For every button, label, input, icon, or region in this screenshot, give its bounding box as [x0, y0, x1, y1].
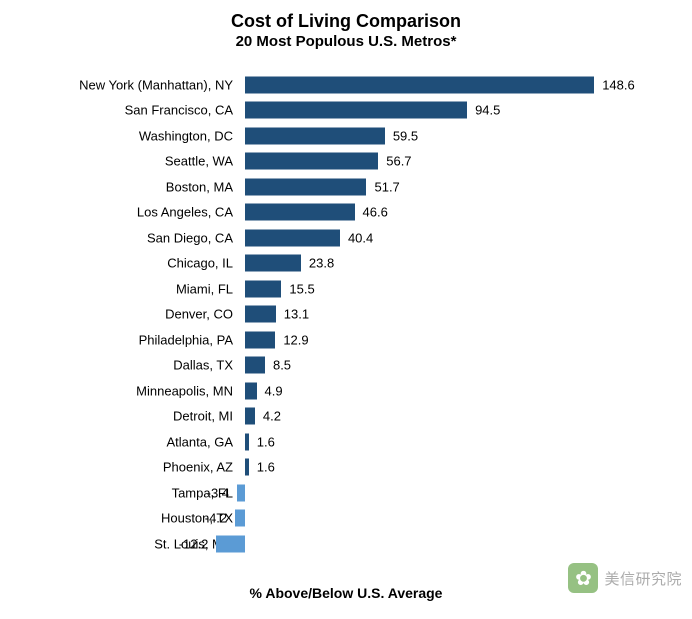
table-row: Washington, DC 59.5 — [0, 123, 692, 149]
category-label: Miami, FL — [176, 281, 233, 296]
value-label: 4.2 — [263, 409, 281, 424]
bar — [216, 535, 245, 552]
chart-container: Cost of Living Comparison 20 Most Populo… — [0, 0, 692, 619]
value-label: -12.2 — [179, 536, 209, 551]
table-row: Los Angeles, CA 46.6 — [0, 200, 692, 226]
chart-title: Cost of Living Comparison — [0, 10, 692, 33]
category-label: Philadelphia, PA — [139, 332, 233, 347]
bar — [245, 408, 255, 425]
category-label: Chicago, IL — [167, 256, 233, 271]
bar — [245, 459, 249, 476]
table-row: Dallas, TX 8.5 — [0, 353, 692, 379]
bar — [245, 153, 378, 170]
category-label: Washington, DC — [139, 128, 233, 143]
bar — [235, 510, 245, 527]
table-row: St. Louis, MO-12.2 — [0, 531, 692, 557]
table-row: Denver, CO 13.1 — [0, 302, 692, 328]
table-row: Philadelphia, PA 12.9 — [0, 327, 692, 353]
category-label: Atlanta, GA — [167, 434, 233, 449]
table-row: Minneapolis, MN 4.9 — [0, 378, 692, 404]
value-label: 40.4 — [348, 230, 373, 245]
value-label: 1.6 — [257, 434, 275, 449]
chart-subtitle: 20 Most Populous U.S. Metros* — [0, 33, 692, 52]
value-label: 23.8 — [309, 256, 334, 271]
value-label: 51.7 — [374, 179, 399, 194]
bar — [245, 178, 366, 195]
value-label: 94.5 — [475, 103, 500, 118]
watermark-text: 美信研究院 — [604, 568, 682, 589]
category-label: San Diego, CA — [147, 230, 233, 245]
table-row: Phoenix, AZ 1.6 — [0, 455, 692, 481]
value-label: -3.4 — [207, 485, 229, 500]
bar — [245, 204, 355, 221]
value-label: 56.7 — [386, 154, 411, 169]
table-row: San Francisco, CA 94.5 — [0, 98, 692, 124]
category-label: New York (Manhattan), NY — [79, 77, 233, 92]
watermark: ✿ 美信研究院 — [568, 563, 682, 593]
table-row: Tampa, FL-3.4 — [0, 480, 692, 506]
chart-titles: Cost of Living Comparison 20 Most Populo… — [0, 10, 692, 51]
table-row: Miami, FL 15.5 — [0, 276, 692, 302]
table-row: San Diego, CA 40.4 — [0, 225, 692, 251]
bar — [237, 484, 245, 501]
value-label: 13.1 — [284, 307, 309, 322]
category-label: Phoenix, AZ — [163, 460, 233, 475]
bar — [245, 306, 276, 323]
category-label: Seattle, WA — [165, 154, 233, 169]
category-label: Minneapolis, MN — [136, 383, 233, 398]
bar — [245, 255, 301, 272]
value-label: 15.5 — [289, 281, 314, 296]
table-row: Boston, MA 51.7 — [0, 174, 692, 200]
bar — [245, 76, 594, 93]
value-label: 4.9 — [265, 383, 283, 398]
value-label: 1.6 — [257, 460, 275, 475]
category-label: Dallas, TX — [173, 358, 233, 373]
category-label: Boston, MA — [166, 179, 233, 194]
table-row: Detroit, MI 4.2 — [0, 404, 692, 430]
table-row: Houston, TX-4.2 — [0, 506, 692, 532]
category-label: San Francisco, CA — [125, 103, 233, 118]
value-label: 8.5 — [273, 358, 291, 373]
bar — [245, 433, 249, 450]
bar — [245, 102, 467, 119]
value-label: -4.2 — [205, 511, 227, 526]
bar — [245, 357, 265, 374]
bar — [245, 229, 340, 246]
table-row: Chicago, IL 23.8 — [0, 251, 692, 277]
bar — [245, 331, 275, 348]
value-label: 12.9 — [283, 332, 308, 347]
table-row: Atlanta, GA 1.6 — [0, 429, 692, 455]
category-label: Detroit, MI — [173, 409, 233, 424]
bar — [245, 127, 385, 144]
category-label: Los Angeles, CA — [137, 205, 233, 220]
bar — [245, 280, 281, 297]
value-label: 46.6 — [363, 205, 388, 220]
bar — [245, 382, 257, 399]
wechat-icon: ✿ — [568, 563, 598, 593]
value-label: 59.5 — [393, 128, 418, 143]
table-row: Seattle, WA 56.7 — [0, 149, 692, 175]
value-label: 148.6 — [602, 77, 635, 92]
chart-plot-area: New York (Manhattan), NY 148.6 San Francis… — [0, 72, 692, 572]
category-label: Denver, CO — [165, 307, 233, 322]
table-row: New York (Manhattan), NY 148.6 — [0, 72, 692, 98]
